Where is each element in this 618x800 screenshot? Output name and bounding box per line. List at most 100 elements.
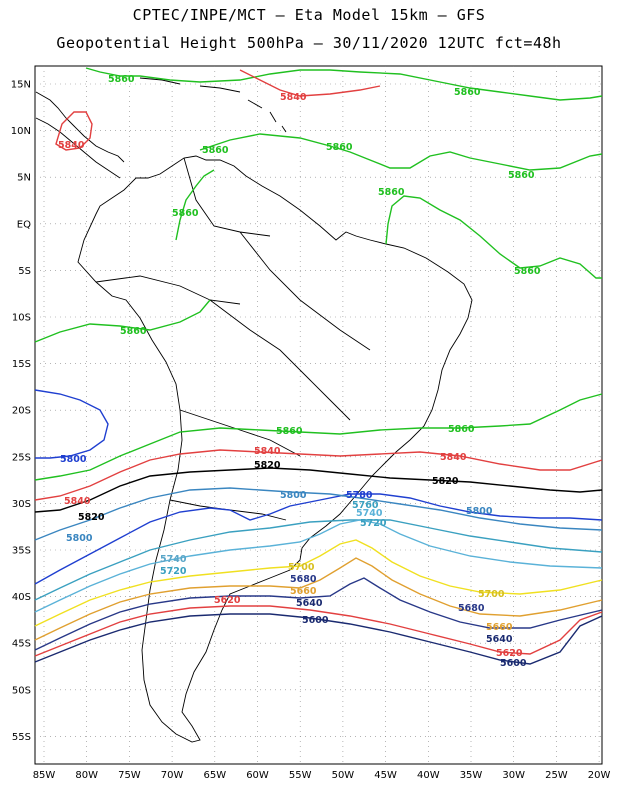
contour-5860-north (85, 67, 603, 101)
contour-5660 (34, 605, 603, 657)
contour-5800 (34, 487, 603, 541)
latitude-tick-label: 5N (17, 173, 31, 184)
longitude-tick-label: 75W (118, 770, 141, 781)
longitude-tick-label: 65W (203, 770, 226, 781)
longitude-tick-label: 45W (374, 770, 397, 781)
contour-label: 5620 (214, 595, 241, 606)
contour-label: 5800 (60, 454, 87, 465)
contour-label: 5640 (486, 634, 513, 645)
contour-label: 5700 (478, 589, 505, 600)
contour-label: 5660 (486, 622, 513, 633)
latitude-tick-labels: 15N 10N 5N EQ 5S 10S 15S 20S 25S 30S 35S 40S 45S 50S 5… (11, 80, 31, 743)
contour-5680 (34, 577, 603, 651)
longitude-tick-label: 40W (417, 770, 440, 781)
latitude-tick-label: 55S (12, 732, 31, 743)
longitude-tick-label: 80W (75, 770, 98, 781)
contour-label: 5620 (496, 648, 523, 659)
contour-label: 5860 (454, 87, 481, 98)
contour-5860-amazon (175, 169, 215, 241)
longitude-tick-label: 35W (460, 770, 483, 781)
latitude-tick-label: 30S (12, 499, 31, 510)
contour-5780 (34, 519, 603, 601)
contour-label: 5860 (378, 187, 405, 198)
central-america-coast (35, 91, 125, 179)
contour-label: 5680 (290, 574, 317, 585)
longitude-tick-label: 85W (33, 770, 56, 781)
latitude-tick-label: 10N (11, 126, 31, 137)
contour-5820-main (34, 493, 603, 585)
contour-5860-south (34, 449, 603, 501)
map-frame (34, 65, 603, 765)
latitude-tick-label: 45S (12, 639, 31, 650)
contour-label: 5800 (280, 490, 307, 501)
contour-label: 5860 (326, 142, 353, 153)
contour-label: 5840 (64, 496, 91, 507)
contour-5760 (34, 519, 603, 613)
contour-label: 5860 (514, 266, 541, 277)
contour-label: 5820 (432, 476, 459, 487)
longitude-tick-label: 70W (161, 770, 184, 781)
map-title-line2: Geopotential Height 500hPa – 30/11/2020 … (56, 34, 562, 52)
contour-label: 5860 (276, 426, 303, 437)
latitude-tick-label: 5S (18, 266, 31, 277)
contour-label: 5860 (120, 326, 147, 337)
coastlines (35, 77, 473, 743)
longitude-tick-label: 50W (332, 770, 355, 781)
longitude-tick-label: 25W (545, 770, 568, 781)
contour-label: 5680 (458, 603, 485, 614)
latitude-tick-label: 50S (12, 685, 31, 696)
contour-label: 5860 (508, 170, 535, 181)
contour-label: 5860 (202, 145, 229, 156)
contour-label: 5780 (346, 490, 373, 501)
contour-label: 5600 (500, 658, 527, 669)
contour-label: 5860 (172, 208, 199, 219)
contour-label: 5860 (448, 424, 475, 435)
contour-label: 5700 (288, 562, 315, 573)
latitude-tick-label: EQ (17, 219, 31, 230)
latitude-tick-label: 25S (12, 452, 31, 463)
longitude-tick-label: 60W (246, 770, 269, 781)
contour-5840-north (239, 69, 381, 97)
contour-label: 5640 (296, 598, 323, 609)
contour-label: 5840 (58, 140, 85, 151)
contour-label: 5820 (78, 512, 105, 523)
map-title-line1: CPTEC/INPE/MCT – Eta Model 15km – GFS (132, 6, 486, 24)
latitude-tick-label: 15N (11, 80, 31, 91)
contour-label: 5740 (160, 554, 187, 565)
latitude-tick-label: 40S (12, 592, 31, 603)
contour-label: 5800 (466, 506, 493, 517)
contour-label: 5740 (356, 508, 383, 519)
contour-label: 5860 (108, 74, 135, 85)
latitude-tick-label: 15S (12, 359, 31, 370)
contour-5840 (34, 467, 603, 513)
contour-label: 5800 (66, 533, 93, 544)
contour-5860-loop (55, 111, 93, 151)
contour-5860-east (385, 195, 602, 279)
contour-label: 5720 (160, 566, 187, 577)
latitude-tick-label: 20S (12, 406, 31, 417)
contour-5820 (34, 389, 109, 459)
contour-label: 5840 (254, 446, 281, 457)
contour-5860-mid (199, 133, 603, 171)
contour-5640 (34, 613, 603, 665)
contour-lines (34, 67, 603, 665)
contour-label: 5720 (360, 518, 387, 529)
contour-label: 5660 (290, 586, 317, 597)
contour-5700 (34, 557, 603, 641)
longitude-tick-labels: 85W 80W 75W 70W 65W 60W 55W 50W 45W 40W 35W 30W 25W 2… (33, 770, 611, 781)
contour-5880 (34, 393, 603, 481)
longitude-tick-label: 30W (502, 770, 525, 781)
latitude-tick-label: 10S (12, 313, 31, 324)
contour-label: 5760 (352, 500, 379, 511)
contour-label: 5840 (440, 452, 467, 463)
longitude-tick-label: 55W (289, 770, 312, 781)
contour-label: 5820 (254, 460, 281, 471)
caribbean-islands (139, 77, 287, 133)
south-america-coast (77, 155, 473, 743)
contour-label: 5840 (280, 92, 307, 103)
longitude-tick-label: 20W (588, 770, 611, 781)
latitude-tick-label: 35S (12, 546, 31, 557)
contour-5720 (34, 539, 603, 627)
contour-label: 5600 (302, 615, 329, 626)
